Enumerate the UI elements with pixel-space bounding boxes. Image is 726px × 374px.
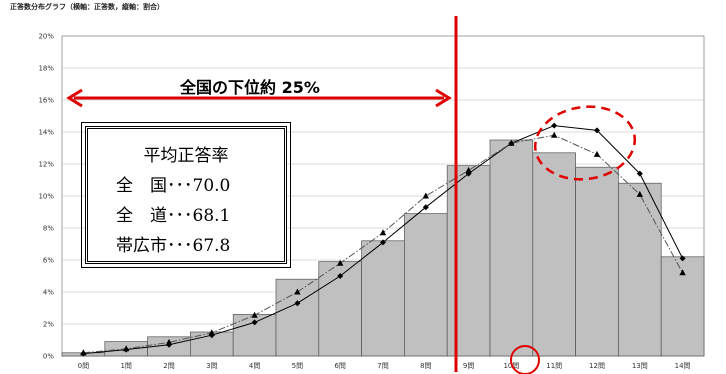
diamond-point <box>251 319 258 326</box>
y-tick-label: 0% <box>43 353 54 361</box>
triangle-point <box>251 311 258 318</box>
stats-label: 全 国 <box>116 176 167 196</box>
triangle-point <box>80 349 87 356</box>
triangle-point <box>165 338 173 345</box>
bar-11 <box>532 152 576 357</box>
triangle-point <box>123 345 130 352</box>
triangle-point <box>551 131 558 138</box>
x-tick-label: 3問 <box>206 362 217 370</box>
stats-row-hokkaido: 全 道･･･68.1 <box>116 201 284 226</box>
x-tick-label: 9問 <box>463 362 474 370</box>
y-tick-label: 20% <box>38 33 54 41</box>
average-score-title: 平均正答率 <box>143 146 229 166</box>
diamond-point <box>594 127 600 134</box>
bar-9 <box>446 165 491 357</box>
bar-8 <box>404 213 448 357</box>
triangle-point <box>422 192 429 199</box>
x-tick-label: 11問 <box>546 362 562 370</box>
x-tick-label: 7問 <box>377 362 388 370</box>
diamond-point <box>380 239 386 246</box>
annotations <box>66 16 637 374</box>
red-arrow-head-right <box>435 88 452 108</box>
x-tick-label: 1問 <box>120 362 131 370</box>
y-tick-label: 14% <box>38 129 54 137</box>
bar-13 <box>618 182 662 357</box>
stats-value: ･･･67.8 <box>167 236 231 256</box>
triangle-point <box>593 150 601 157</box>
ten-questions-circle <box>510 345 540 374</box>
y-axis-ticks: 0% 2% 4% 6% 8% 10% 12% 14% 16% 18% 20% <box>38 33 54 361</box>
series-lines <box>80 122 686 357</box>
stats-row-national: 全 国･･･70.0 <box>116 171 284 196</box>
y-tick-label: 2% <box>43 321 54 329</box>
diamond-point <box>679 255 686 262</box>
stats-value: ･･･68.1 <box>167 206 231 226</box>
triangle-point <box>465 166 472 173</box>
triangle-point <box>636 190 643 197</box>
diamond-point <box>294 300 301 307</box>
x-tick-label: 6問 <box>334 362 345 370</box>
y-tick-label: 4% <box>43 289 54 297</box>
y-tick-label: 10% <box>38 193 54 201</box>
stats-value: ･･･70.0 <box>167 176 231 196</box>
diamond-point <box>636 170 643 177</box>
diamond-point <box>551 122 558 129</box>
y-tick-label: 8% <box>43 225 54 233</box>
x-tick-label: 14問 <box>675 362 691 370</box>
x-tick-label: 2問 <box>163 362 174 370</box>
lower-25-percent-label: 全国の下位約 25% <box>180 78 320 97</box>
x-tick-label: 8問 <box>420 362 431 370</box>
diamond-point <box>422 204 429 211</box>
stats-label: 全 道 <box>116 206 167 226</box>
stats-row-obihiro: 帯広市･･･67.8 <box>116 231 284 256</box>
bars <box>61 139 705 357</box>
peak-highlight-ellipse <box>533 105 637 181</box>
bar-10 <box>489 139 534 357</box>
x-axis-ticks: 0問 1問 2問 3問 4問 5問 6問 7問 8問 9問 10問 11問 12問 13問 14問 <box>78 362 691 370</box>
x-tick-label: 0問 <box>78 362 89 370</box>
triangle-point <box>379 229 387 236</box>
diamond-point <box>337 273 344 279</box>
triangle-point <box>337 259 344 266</box>
y-tick-label: 6% <box>43 257 54 265</box>
y-tick-label: 12% <box>38 161 54 169</box>
bar-12 <box>575 166 619 357</box>
x-tick-label: 4問 <box>249 362 260 370</box>
y-tick-label: 16% <box>38 97 54 105</box>
x-tick-label: 5問 <box>292 362 303 370</box>
x-tick-label: 13問 <box>632 362 648 370</box>
y-tick-label: 18% <box>38 65 54 73</box>
average-score-box: 平均正答率 全 国･･･70.0 全 道･･･68.1 帯広市･･･67.8 <box>81 122 291 268</box>
triangle-point <box>679 269 686 276</box>
triangle-point <box>508 139 515 146</box>
triangle-point <box>294 288 301 295</box>
bar-7 <box>361 240 405 357</box>
red-arrow-head-left <box>66 88 83 108</box>
chart-title: 正答数分布グラフ（横軸：正答数，縦軸：割合） <box>10 2 164 11</box>
x-tick-label: 12問 <box>589 362 605 370</box>
stats-label: 帯広市 <box>116 236 167 256</box>
triangle-point <box>208 329 215 336</box>
